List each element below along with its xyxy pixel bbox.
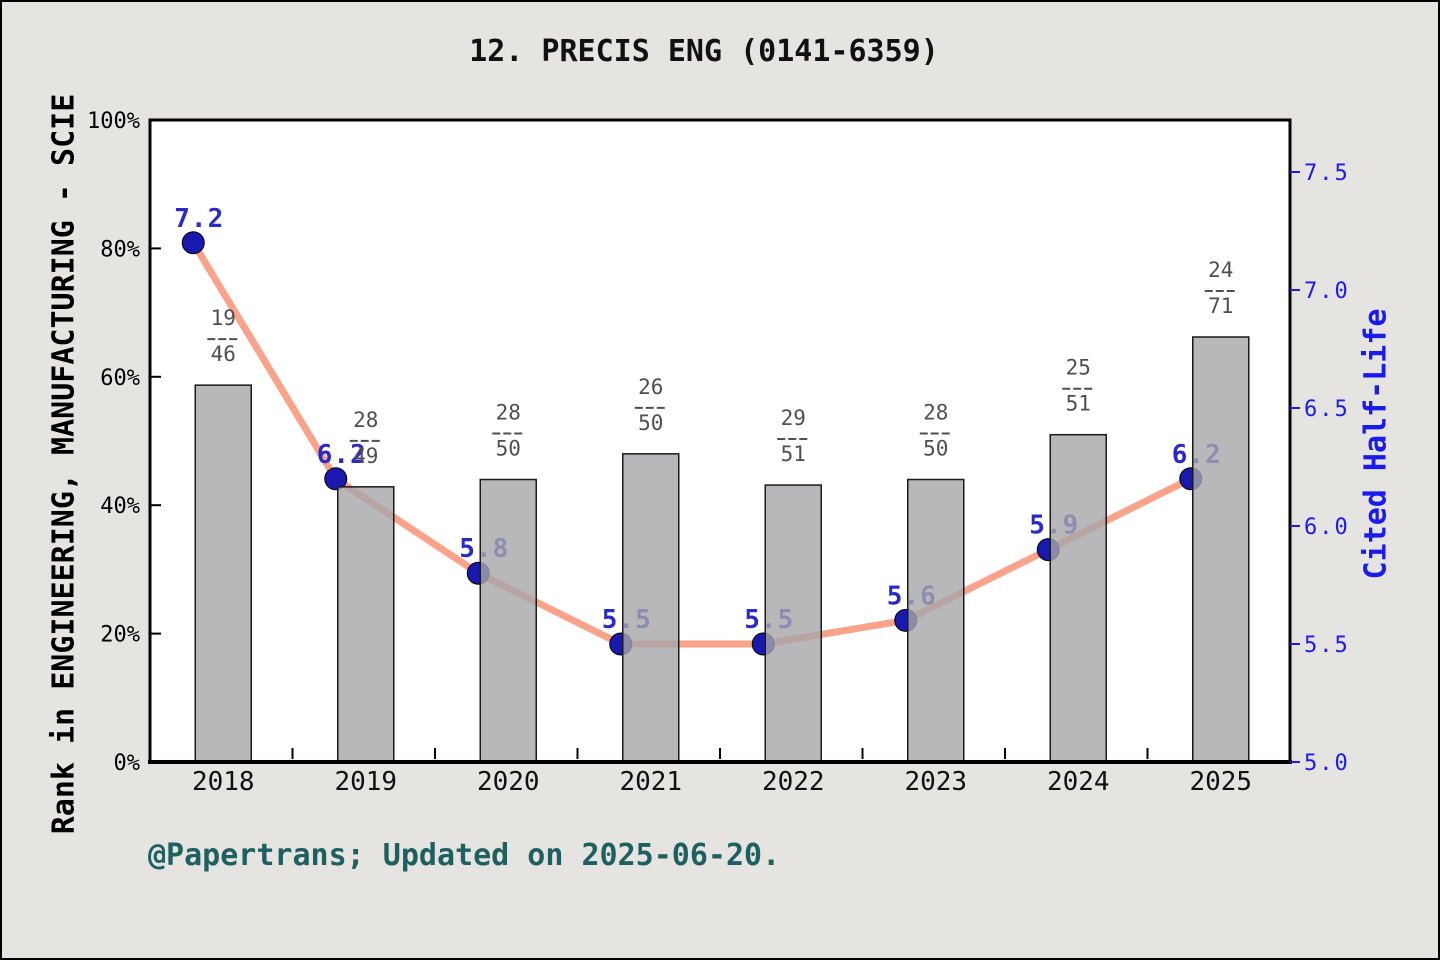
fraction-numerator: 26 xyxy=(638,375,663,399)
point-value-label: 7.2 xyxy=(174,204,224,234)
fraction-denominator: 49 xyxy=(353,444,378,468)
bar xyxy=(764,484,822,763)
left-tick-label: 80% xyxy=(100,237,140,262)
x-tick-label: 2020 xyxy=(477,767,540,797)
fraction-denominator: 51 xyxy=(1066,392,1091,416)
fraction-denominator: 71 xyxy=(1208,294,1233,318)
fraction-denominator: 51 xyxy=(781,442,806,466)
data-point xyxy=(181,231,205,255)
fraction-denominator: 50 xyxy=(496,437,521,461)
fraction-denominator: 50 xyxy=(638,411,663,435)
fraction-denominator: 46 xyxy=(211,342,236,366)
x-tick-label: 2018 xyxy=(192,767,255,797)
bar xyxy=(337,486,395,763)
right-tick-label: 7.5 xyxy=(1304,161,1350,186)
x-tick-label: 2025 xyxy=(1189,767,1252,797)
bar xyxy=(1049,433,1107,763)
caption: @Papertrans; Updated on 2025-06-20. xyxy=(148,838,781,873)
x-tick-label: 2019 xyxy=(334,767,397,797)
fraction-numerator: 28 xyxy=(496,401,521,425)
right-tick-label: 7.0 xyxy=(1304,279,1350,304)
right-tick-label: 5.5 xyxy=(1304,633,1350,658)
data-point xyxy=(324,467,348,491)
x-tick-label: 2021 xyxy=(619,767,682,797)
left-tick-label: 40% xyxy=(100,494,140,519)
fraction-numerator: 29 xyxy=(781,406,806,430)
bar xyxy=(907,478,965,763)
fraction-denominator: 50 xyxy=(923,437,948,461)
x-tick-label: 2024 xyxy=(1047,767,1110,797)
x-tick-label: 2023 xyxy=(904,767,967,797)
fraction-numerator: 19 xyxy=(211,306,236,330)
right-tick-label: 5.0 xyxy=(1304,751,1350,776)
fraction-numerator: 28 xyxy=(923,401,948,425)
fraction-numerator: 24 xyxy=(1208,258,1233,282)
left-tick-label: 100% xyxy=(87,109,140,134)
left-tick-label: 60% xyxy=(100,366,140,391)
fraction-numerator: 28 xyxy=(353,408,378,432)
bar xyxy=(1192,336,1250,763)
left-tick-label: 20% xyxy=(100,623,140,648)
chart-title: 12. PRECIS ENG (0141-6359) xyxy=(469,34,939,69)
left-tick-label: 0% xyxy=(114,751,141,776)
bar xyxy=(479,478,537,763)
right-tick-label: 6.0 xyxy=(1304,515,1350,540)
bar xyxy=(194,384,252,763)
fraction-numerator: 25 xyxy=(1066,356,1091,380)
x-tick-label: 2022 xyxy=(762,767,825,797)
right-axis-title: Cited Half-Life xyxy=(1358,308,1394,580)
left-axis-title: Rank in ENGINEERING, MANUFACTURING - SCI… xyxy=(46,93,82,835)
bar xyxy=(622,453,680,763)
right-tick-label: 6.5 xyxy=(1304,397,1350,422)
point-value-label: 6.2 xyxy=(317,440,367,470)
